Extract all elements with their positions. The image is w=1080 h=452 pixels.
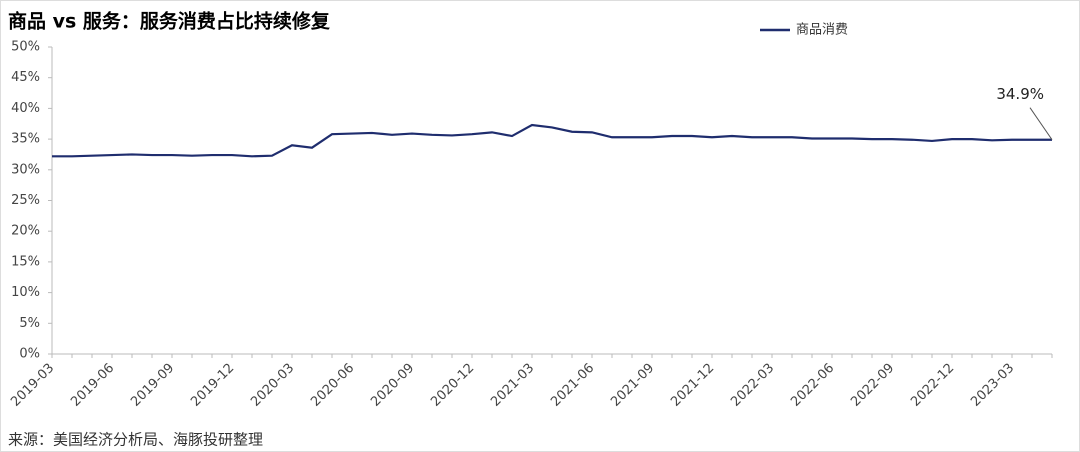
y-tick-label: 45% xyxy=(11,70,40,85)
chart-title: 商品 vs 服务：服务消费占比持续修复 xyxy=(8,10,331,33)
legend-label: 商品消费 xyxy=(796,23,848,38)
source: 来源：美国经济分析局、海豚投研整理 xyxy=(8,431,263,449)
annotation: 34.9% xyxy=(996,85,1044,103)
y-tick-label: 50% xyxy=(11,40,40,55)
y-tick-label: 35% xyxy=(11,132,40,147)
y-tick-label: 10% xyxy=(11,285,40,300)
line xyxy=(52,123,1052,158)
y-tick-label: 15% xyxy=(11,254,40,269)
y-tick-label: 20% xyxy=(11,224,40,239)
y-tick-label: 0% xyxy=(19,347,40,362)
annotation-leader xyxy=(1029,107,1053,140)
y-tick-label: 5% xyxy=(19,316,40,331)
y-tick-label: 40% xyxy=(11,101,40,116)
y-tick-label: 25% xyxy=(11,193,40,208)
y-tick-label: 30% xyxy=(11,162,40,177)
